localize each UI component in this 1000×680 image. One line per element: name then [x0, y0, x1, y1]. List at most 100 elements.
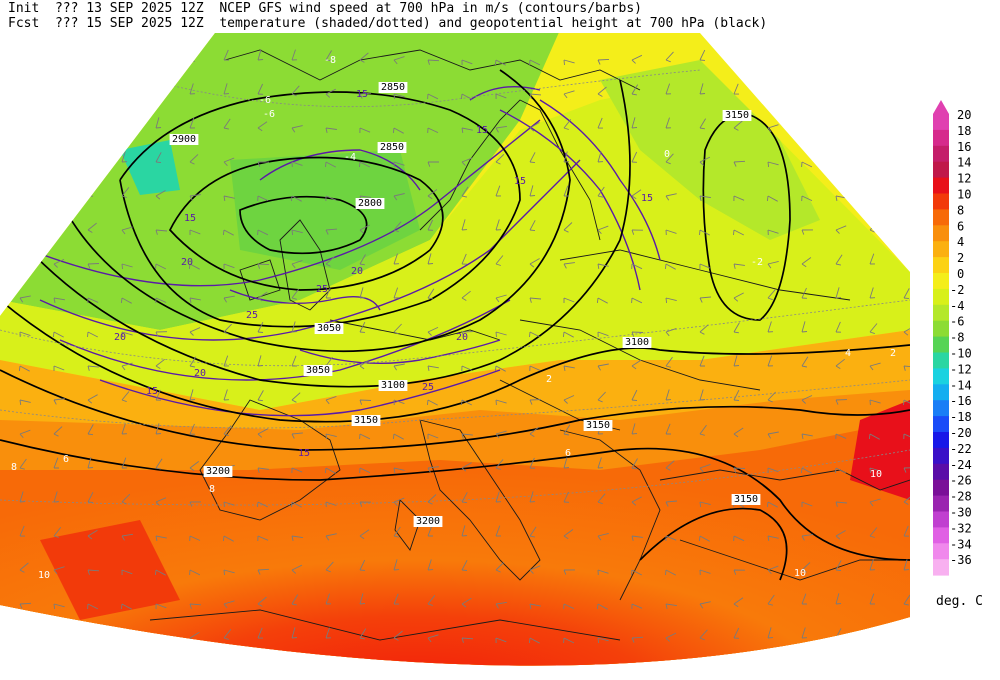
legend-label: -6: [950, 315, 964, 329]
wind-barb: [87, 151, 94, 163]
height-label: 3150: [354, 415, 378, 426]
wind-barb: [631, 636, 644, 643]
legend-swatch: [933, 209, 949, 226]
wind-barb: [529, 426, 539, 437]
wind-barb: [19, 125, 31, 133]
wind-barb: [325, 287, 331, 299]
wind-label: 20: [456, 332, 468, 343]
temp-label: 10: [870, 469, 882, 480]
legend-swatches: [933, 114, 949, 576]
wind-barb: [699, 324, 709, 335]
wind-barb: [189, 603, 202, 609]
wind-barb: [223, 263, 235, 270]
temp-band-minus8: [230, 150, 420, 270]
wind-barb: [563, 529, 574, 540]
legend-label: 14: [957, 156, 971, 170]
wind-barbs: [18, 49, 910, 644]
wind-barb: [529, 152, 536, 164]
wind-barb: [121, 423, 128, 435]
wind-barb: [87, 222, 97, 233]
legend-label: -8: [950, 331, 964, 345]
wind-barb: [835, 91, 847, 99]
wind-barb: [291, 627, 298, 639]
wind-labels: 15 15 15 15 15 20 20 20 20 20 25 25 25 15 15: [114, 89, 653, 459]
height-label: 3050: [306, 365, 330, 376]
wind-barb: [733, 355, 740, 367]
wind-barb: [427, 494, 437, 505]
wind-barb: [563, 262, 575, 269]
wind-barb: [665, 117, 672, 129]
wind-barb: [121, 637, 133, 643]
legend-label: -36: [950, 553, 972, 567]
wind-label: 20: [181, 257, 193, 268]
wind-barb: [529, 491, 536, 503]
wind-barb: [835, 560, 842, 572]
height-label-bg: [355, 198, 385, 209]
wind-barb: [631, 535, 643, 541]
wind-barb: [392, 433, 404, 440]
wind-barb: [359, 52, 369, 63]
wind-barb: [903, 559, 910, 571]
legend-swatch: [933, 241, 949, 258]
wind-barb: [495, 93, 507, 100]
wind-barb: [597, 457, 604, 469]
wind-barb: [665, 632, 677, 642]
wind-barb: [427, 189, 438, 200]
wind-barb: [869, 253, 876, 265]
wind-barb: [222, 229, 234, 236]
legend-swatch: [933, 384, 949, 401]
wind-barb: [359, 254, 366, 266]
wind-barb: [189, 117, 196, 129]
wind-barb: [631, 603, 643, 610]
wind-barb: [529, 220, 536, 232]
wind-barb: [121, 391, 130, 403]
legend-swatch: [933, 463, 949, 481]
wind-label: 15: [356, 89, 368, 100]
wind-barb: [631, 297, 643, 304]
wind-barb: [189, 461, 200, 472]
wind-barb: [903, 633, 910, 642]
wind-barb: [223, 629, 232, 640]
temp-label: 2: [890, 348, 896, 359]
wind-barb: [121, 533, 133, 541]
temp-labels: -8 -6 -6 -4 -2 0 2 2 4 6 6 8 8 10 10 10: [11, 55, 896, 581]
wind-barb: [801, 195, 813, 202]
wind-barb: [563, 365, 575, 371]
wind-barb: [767, 594, 775, 606]
wind-barb: [325, 433, 337, 440]
wind-barb: [801, 501, 813, 507]
wind-barb: [257, 83, 264, 95]
wind-barb: [835, 501, 848, 507]
wind-barb: [19, 295, 31, 303]
wind-barb: [733, 569, 746, 575]
wind-barb: [665, 500, 678, 507]
wind-barb: [393, 221, 402, 233]
wind-barb: [631, 189, 642, 200]
wind-barb: [189, 389, 196, 401]
wind-barb: [631, 84, 639, 96]
wind-barb: [359, 399, 372, 405]
wind-barb: [767, 467, 779, 474]
wind-barb: [427, 219, 434, 231]
wind-barb: [393, 526, 401, 538]
wind-barb: [291, 321, 298, 333]
wind-barb: [87, 89, 99, 99]
height-label-bg: [622, 337, 652, 348]
wind-barb: [461, 157, 473, 166]
wind-label: 20: [194, 368, 206, 379]
wind-barb: [903, 467, 910, 473]
wind-barb: [495, 601, 507, 609]
wind-barb: [801, 49, 808, 61]
wind-barb: [495, 637, 507, 644]
height-label-bg: [314, 323, 344, 334]
wind-barb: [665, 423, 671, 435]
legend-label: -14: [950, 378, 972, 392]
wind-barb: [359, 501, 372, 507]
legend-label: -22: [950, 442, 972, 456]
wind-barb: [903, 253, 910, 265]
legend-label: -32: [950, 521, 972, 535]
wind-barb: [223, 389, 230, 401]
height-label-bg: [351, 415, 381, 426]
temp-label: 10: [794, 568, 806, 579]
height-label: 3050: [317, 323, 341, 334]
